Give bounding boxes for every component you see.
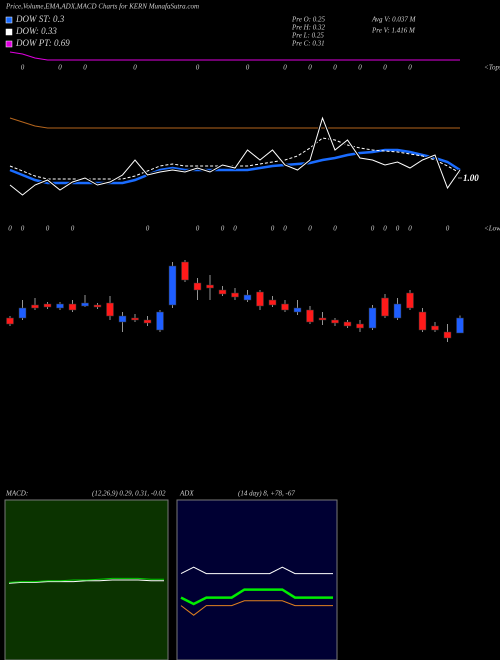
chart-title: Price,Volume,EMA,ADX,MACD Charts for KER… xyxy=(5,3,199,11)
info-text: Avg V: 0.037 M xyxy=(371,16,417,24)
series-line xyxy=(9,116,461,196)
series-line xyxy=(9,51,460,61)
candle-body xyxy=(193,282,202,291)
candle-body xyxy=(206,284,214,289)
low-marker: 0 xyxy=(46,225,50,233)
info-text: Pre O: 0.25 xyxy=(291,16,325,24)
candle-body xyxy=(293,307,302,313)
macd-title: MACD: xyxy=(5,490,28,498)
panel-bg xyxy=(176,499,338,660)
top-marker: 0 xyxy=(246,64,250,72)
series-line xyxy=(8,577,164,583)
legend-label: DOW PT: 0.69 xyxy=(15,38,70,48)
candle-body xyxy=(256,291,264,307)
candle-body xyxy=(118,315,127,323)
info-text: Pre H: 0.32 xyxy=(291,24,325,32)
candle-body xyxy=(306,309,314,323)
candle-body xyxy=(43,303,52,308)
candle-body xyxy=(18,307,27,319)
top-marker: 0 xyxy=(308,64,312,72)
series-line xyxy=(9,117,460,129)
top-marker: 0 xyxy=(358,64,362,72)
candle-body xyxy=(281,303,289,311)
low-marker: 0 xyxy=(21,225,25,233)
candle-body xyxy=(93,304,102,308)
candle-body xyxy=(456,317,464,334)
candle-body xyxy=(56,303,64,309)
low-marker: 0 xyxy=(196,225,200,233)
low-marker: 0 xyxy=(396,225,400,233)
candle-body xyxy=(381,297,389,317)
annotation: <Tops xyxy=(484,64,500,72)
adx-subtitle: (14 day) 8, +78, -67 xyxy=(238,490,295,498)
candle-body xyxy=(81,302,89,307)
low-marker: 0 xyxy=(408,225,412,233)
candle-body xyxy=(143,319,152,324)
candle-body xyxy=(393,303,402,319)
info-text: Pre L: 0.25 xyxy=(291,32,324,40)
top-marker: 0 xyxy=(408,64,412,72)
legend-label: DOW ST: 0.3 xyxy=(15,14,65,24)
series-line xyxy=(9,148,461,185)
candle-body xyxy=(168,265,177,306)
legend-swatch xyxy=(5,40,13,48)
candle-body xyxy=(418,311,427,331)
low-marker: 0 xyxy=(233,225,237,233)
info-text: Pre V: 1.416 M xyxy=(371,27,416,35)
top-marker: 0 xyxy=(383,64,387,72)
low-marker: 0 xyxy=(221,225,225,233)
series-line xyxy=(180,588,333,606)
top-marker: 0 xyxy=(196,64,200,72)
legend-swatch xyxy=(5,16,13,24)
candle-body xyxy=(268,299,277,306)
adx-title: ADX xyxy=(179,490,194,498)
low-marker: 0 xyxy=(8,225,12,233)
candle-body xyxy=(356,323,364,329)
legend-label: DOW: 0.33 xyxy=(15,26,57,36)
legend-swatch xyxy=(5,28,13,36)
low-marker: 0 xyxy=(371,225,375,233)
top-marker: 0 xyxy=(83,64,87,72)
low-marker: 0 xyxy=(383,225,387,233)
candle-body xyxy=(31,304,39,309)
candle-body xyxy=(343,321,352,327)
candle-body xyxy=(156,311,164,331)
candle-body xyxy=(368,307,377,329)
top-marker: 0 xyxy=(21,64,25,72)
candle-body xyxy=(106,302,114,317)
series-line xyxy=(8,579,164,584)
macd-subtitle: (12,26,9) 0.29, 0.31, -0.02 xyxy=(92,490,166,498)
candle-body xyxy=(406,292,414,309)
top-marker: 0 xyxy=(133,64,137,72)
series-line xyxy=(9,137,461,180)
candle-body xyxy=(68,303,77,311)
low-marker: 0 xyxy=(71,225,75,233)
candle-body xyxy=(443,331,452,339)
low-marker: 0 xyxy=(146,225,150,233)
top-marker: 0 xyxy=(283,64,287,72)
candle-body xyxy=(331,319,339,324)
series-line xyxy=(180,600,333,616)
candle-body xyxy=(318,317,327,321)
candle-body xyxy=(218,289,227,295)
low-marker: 0 xyxy=(271,225,275,233)
y-tick-label: 1.00 xyxy=(463,173,479,183)
candle-body xyxy=(131,317,139,321)
info-text: Pre C: 0.31 xyxy=(291,40,325,48)
low-marker: 0 xyxy=(446,225,450,233)
candle-body xyxy=(243,294,252,301)
top-marker: 0 xyxy=(58,64,62,72)
candle-body xyxy=(431,325,439,331)
annotation: <Lows xyxy=(484,225,500,233)
low-marker: 0 xyxy=(308,225,312,233)
candle-body xyxy=(6,317,14,325)
series-line xyxy=(180,566,333,575)
low-marker: 0 xyxy=(333,225,337,233)
low-marker: 0 xyxy=(283,225,287,233)
top-marker: 0 xyxy=(333,64,337,72)
candle-body xyxy=(231,292,239,298)
candle-body xyxy=(181,261,189,281)
